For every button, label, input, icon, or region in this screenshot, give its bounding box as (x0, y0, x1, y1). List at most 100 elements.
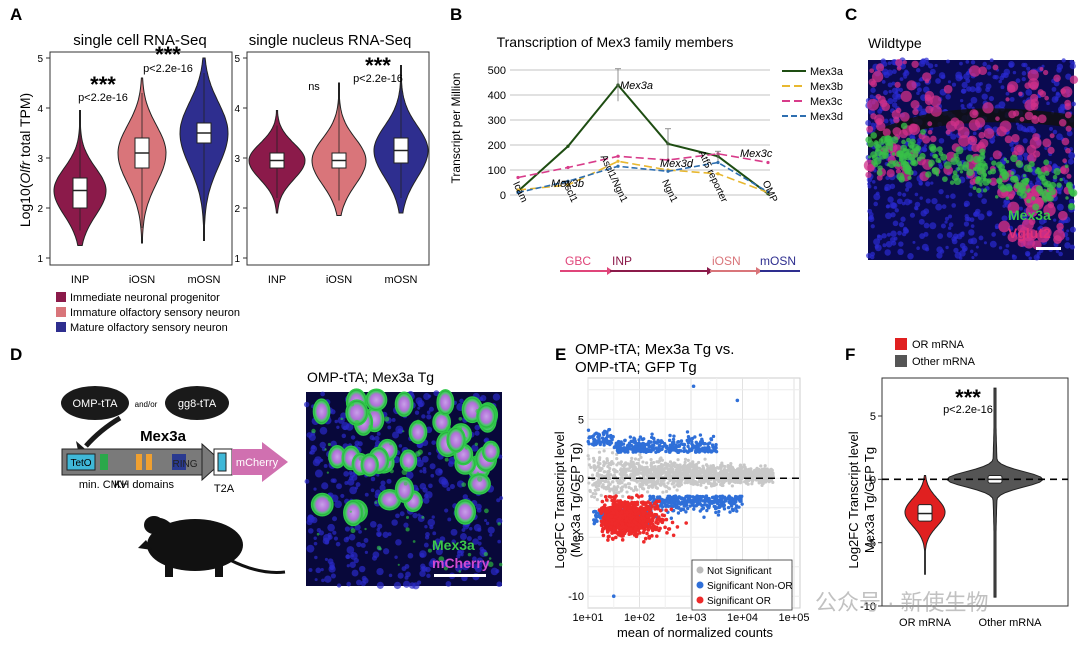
c-nucleus (979, 81, 983, 86)
a-right-ytick-label: 2 (234, 204, 240, 215)
d-nucleus (376, 431, 381, 436)
e-point-ns (724, 470, 728, 474)
e-point-ns (719, 466, 723, 470)
d-nucleus (438, 469, 443, 474)
e-point-nonor (694, 503, 699, 508)
c-nucleus (902, 192, 907, 197)
c-vglut2 (1044, 95, 1049, 101)
construct-t2a-label: T2A (214, 483, 235, 495)
e-point-nonor (706, 499, 710, 503)
c-nucleus (959, 98, 964, 103)
d-nucleus (304, 479, 310, 484)
d-mex3a-signal (350, 528, 356, 534)
d-nucleus (323, 464, 328, 468)
e-point-nonor (638, 435, 643, 439)
d-nucleus (441, 561, 447, 567)
d-nucleus (448, 456, 456, 465)
e-point-nonor (607, 427, 612, 432)
e-point-or (639, 505, 643, 510)
c-nucleus (961, 231, 965, 235)
e-point-nonor (707, 441, 712, 445)
a-left-sig2-p: p<2.2e-16 (143, 63, 193, 75)
c-mex3a (959, 170, 964, 174)
e-point-ns (642, 475, 646, 479)
e-point-nonor (630, 443, 634, 448)
d-nucleus (496, 518, 503, 525)
d-nucleus (306, 544, 315, 553)
panel-letter-e: E (555, 345, 566, 364)
e-point-ns (664, 489, 669, 494)
d-mex3a-signal (493, 443, 497, 447)
c-nucleus (1022, 138, 1028, 144)
d-nucleus (346, 564, 350, 568)
c-vglut2 (1007, 201, 1020, 214)
d-nucleus (403, 522, 409, 528)
c-nucleus (883, 90, 888, 96)
d-nucleus (320, 567, 324, 572)
c-nucleus (959, 61, 963, 66)
c-mex3a (1022, 174, 1027, 178)
construct-mcherry (232, 442, 288, 482)
c-vglut2 (906, 80, 917, 91)
e-point-or (642, 540, 646, 544)
d-mex3a-signal (350, 402, 355, 407)
c-vglut2 (1024, 111, 1034, 121)
c-vglut2 (1049, 133, 1055, 139)
c-vglut2 (1061, 137, 1070, 146)
panel-b-ylabel: Transcript per Million (449, 73, 463, 184)
e-point-nonor (605, 430, 609, 434)
e-point-nonor (731, 500, 735, 505)
e-point-nonor (627, 441, 632, 445)
c-nucleus (1020, 126, 1027, 132)
d-nucleus (377, 523, 383, 529)
b-point-mex3d (716, 160, 720, 165)
d-nucleus (346, 546, 355, 554)
a-right-ytick-label: 5 (234, 54, 240, 65)
panel-letter-f: F (845, 345, 855, 364)
panel-a-left-title: single cell RNA-Seq (73, 32, 206, 49)
e-point-ns (684, 479, 688, 483)
d-mex3a-signal (383, 416, 390, 422)
d-mex3a-signal (357, 472, 361, 476)
c-mex3a (1059, 177, 1063, 182)
e-point-nonor (674, 448, 679, 452)
legend-inp-swatch (56, 292, 66, 302)
c-nucleus (973, 252, 978, 257)
lineage-iosn-arrowhead (756, 267, 762, 275)
c-nucleus (1058, 251, 1063, 257)
e-point-nonor (652, 437, 656, 441)
c-nucleus (890, 230, 897, 237)
c-nucleus (1038, 218, 1046, 225)
e-point-ns (609, 487, 614, 491)
e-point-nonor (631, 447, 635, 452)
e-point-ns (603, 470, 607, 474)
construct-arrow (201, 442, 223, 482)
e-point-ns (703, 457, 707, 461)
e-point-ns (623, 483, 628, 487)
panel-d: OMP-tTA and/or gg8-tTA Mex3a TetO RING m… (61, 369, 504, 590)
e-point-nonor (686, 435, 691, 439)
c-nucleus (959, 75, 964, 80)
e-point-ns (689, 481, 693, 486)
c-nucleus (998, 246, 1003, 250)
c-mex3a (957, 164, 965, 171)
e-point-nonor (608, 442, 612, 447)
e-point-nonor (647, 439, 651, 444)
c-mex3a (1000, 168, 1007, 176)
panel-c-stain-vglut2: Vglut2 (1008, 225, 1051, 241)
e-point-nonor (646, 449, 651, 454)
e-point-nonor (699, 447, 703, 451)
panel-b: Transcription of Mex3 family members Tra… (449, 34, 844, 275)
c-nucleus (969, 249, 974, 254)
c-nucleus (1005, 91, 1010, 96)
c-vglut2 (1065, 125, 1072, 132)
c-mex3a (953, 177, 962, 186)
d-nucleus (355, 482, 361, 487)
e-point-nonor (632, 440, 636, 444)
d-nucleus (423, 497, 430, 504)
c-nucleus (989, 157, 994, 161)
c-vglut2 (867, 98, 879, 111)
e-point-nonor (682, 449, 686, 454)
e-point-nonor (672, 434, 676, 438)
d-nucleus (398, 444, 403, 448)
